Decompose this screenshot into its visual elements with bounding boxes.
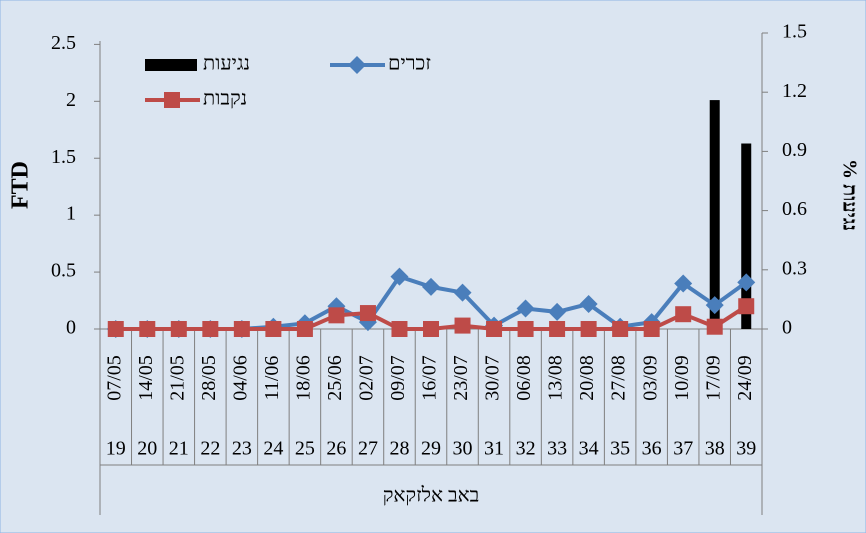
legend-label: זכרים [388, 53, 431, 75]
marker [265, 321, 282, 337]
legend-label: נגיעות [203, 53, 250, 75]
y2-axis-title: % נגיעות [838, 159, 860, 231]
week-label: 32 [516, 438, 536, 460]
x-tick-label: 23/07 [450, 355, 472, 401]
week-label: 29 [421, 438, 441, 460]
x-tick-label: 02/07 [356, 355, 378, 401]
marker [705, 296, 724, 315]
group-label: באב אלזקאק [383, 485, 480, 507]
week-label: 27 [358, 438, 378, 460]
marker [139, 321, 156, 337]
week-label: 34 [579, 438, 599, 460]
week-label: 28 [389, 438, 409, 460]
y-tick-label: 0 [66, 317, 76, 339]
legend-marker [348, 56, 366, 74]
week-label: 33 [547, 438, 567, 460]
marker [674, 274, 693, 293]
week-label: 22 [200, 438, 220, 460]
y-tick-label: 1.5 [51, 146, 76, 168]
x-tick-label: 14/05 [135, 355, 157, 401]
marker [580, 321, 597, 337]
marker [391, 321, 408, 337]
marker [549, 321, 566, 337]
y-tick-label: 1 [66, 203, 76, 225]
x-tick-label: 07/05 [103, 355, 125, 401]
marker [170, 321, 187, 337]
marker [486, 321, 503, 337]
y2-tick-label: 1.5 [782, 21, 807, 43]
x-tick-label: 11/06 [261, 356, 283, 401]
y-tick-label: 0.5 [51, 260, 76, 282]
x-tick-label: 27/08 [608, 355, 630, 401]
x-tick-label: 13/08 [545, 355, 567, 401]
x-tick-label: 09/07 [387, 355, 409, 401]
week-label: 38 [705, 438, 725, 460]
marker [453, 283, 472, 302]
y-axis-title: FTD [8, 161, 34, 209]
week-label: 36 [642, 438, 662, 460]
bar [741, 143, 752, 329]
x-tick-label: 06/08 [513, 355, 535, 401]
x-tick-label: 24/09 [734, 355, 756, 401]
week-label: 37 [673, 438, 693, 460]
marker [328, 307, 345, 324]
x-tick-label: 16/07 [419, 355, 441, 401]
x-tick-label: 17/09 [702, 355, 724, 401]
x-tick-label: 04/06 [229, 355, 251, 401]
y2-tick-label: 0.3 [782, 257, 807, 279]
week-label: 23 [232, 438, 252, 460]
week-label: 35 [610, 438, 630, 460]
week-label: 30 [453, 438, 473, 460]
week-label: 26 [326, 438, 346, 460]
x-tick-label: 20/08 [576, 355, 598, 401]
marker [643, 321, 660, 337]
marker [359, 305, 376, 322]
marker [390, 267, 409, 286]
marker [422, 277, 440, 296]
marker [738, 298, 755, 315]
legend-swatch [145, 59, 197, 71]
marker [706, 318, 723, 335]
x-tick-label: 03/09 [639, 355, 661, 401]
marker [454, 317, 471, 334]
marker [233, 321, 250, 337]
y-tick-label: 2 [66, 89, 76, 111]
y2-tick-label: 0.9 [782, 139, 807, 161]
legend-label: נקבות [203, 88, 247, 110]
marker [296, 321, 313, 337]
marker [737, 273, 756, 292]
week-label: 39 [736, 438, 756, 460]
marker [675, 306, 692, 323]
marker [612, 321, 629, 337]
week-label: 20 [137, 438, 157, 460]
marker [516, 299, 535, 318]
y2-tick-label: 0 [782, 317, 792, 339]
marker [423, 321, 439, 337]
legend-marker [164, 92, 180, 108]
x-tick-label: 28/05 [198, 355, 220, 401]
marker [579, 294, 598, 313]
week-label: 31 [484, 438, 504, 460]
x-tick-label: 25/06 [324, 355, 346, 401]
week-label: 19 [106, 438, 126, 460]
y2-tick-label: 0.6 [782, 198, 807, 220]
week-label: 25 [295, 438, 315, 460]
week-label: 21 [169, 438, 189, 460]
x-tick-label: 21/05 [166, 355, 188, 401]
x-tick-label: 18/06 [292, 355, 314, 401]
marker [107, 321, 124, 337]
marker [517, 321, 534, 337]
marker [548, 302, 567, 321]
y2-tick-label: 1.2 [782, 80, 807, 102]
week-label: 24 [263, 438, 283, 460]
x-tick-label: 30/07 [482, 355, 504, 401]
x-tick-label: 10/09 [671, 355, 693, 401]
bar [709, 100, 720, 330]
y-tick-label: 2.5 [51, 32, 76, 54]
marker [202, 321, 219, 337]
